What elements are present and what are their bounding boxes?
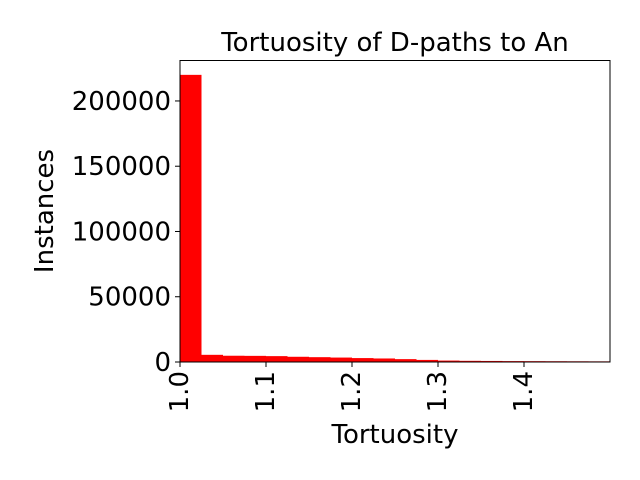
histogram-bar-9: [373, 358, 395, 362]
histogram-bar-12: [438, 360, 460, 362]
histogram-bar-13: [459, 360, 481, 362]
histogram-bar-5: [287, 356, 309, 362]
y-tick-label: 0: [154, 348, 171, 378]
chart-title: Tortuosity of D-paths to An: [220, 28, 569, 58]
histogram-bar-2: [223, 355, 245, 362]
histogram-bar-14: [481, 360, 503, 362]
histogram-bar-0: [180, 74, 202, 362]
histogram-bar-1: [201, 354, 223, 362]
x-tick-label: 1.3: [423, 371, 453, 412]
bars-group: [180, 74, 610, 362]
y-tick-label: 150000: [72, 152, 171, 182]
x-axis-label: Tortuosity: [331, 420, 459, 450]
x-tick-label: 1.2: [337, 371, 367, 412]
y-tick-label: 50000: [88, 283, 171, 313]
histogram-bar-7: [330, 357, 352, 362]
histogram-bar-10: [395, 359, 417, 362]
histogram-bar-11: [416, 359, 438, 362]
y-tick-label: 200000: [72, 87, 171, 117]
y-axis-label: Instances: [30, 149, 60, 273]
y-axis-ticks: 0 50000 100000 150000 200000: [72, 87, 180, 378]
x-tick-label: 1.1: [251, 371, 281, 412]
x-tick-label: 1.0: [165, 371, 195, 412]
histogram-bar-3: [244, 355, 266, 362]
x-axis-ticks: 1.0 1.1 1.2 1.3 1.4: [165, 362, 539, 412]
plot-frame: [179, 60, 611, 363]
histogram-bar-4: [266, 356, 288, 362]
histogram-bar-6: [309, 357, 331, 362]
histogram-bar-8: [352, 358, 374, 362]
x-tick-label: 1.4: [509, 371, 539, 412]
y-tick-label: 100000: [72, 217, 171, 247]
